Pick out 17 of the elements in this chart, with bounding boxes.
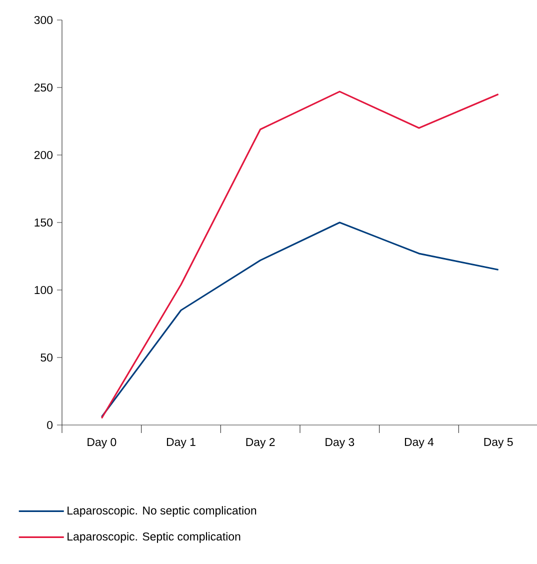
x-tick-label: Day 4 [404, 438, 434, 448]
x-tick-label: Day 5 [484, 438, 513, 448]
y-tick-label: 150 [34, 218, 53, 227]
x-tick-label: Day 1 [166, 438, 196, 448]
legend-label: Laparoscopic. Septic complication [68, 532, 240, 543]
y-tick-label: 300 [34, 16, 53, 24]
y-tick-label: 100 [34, 286, 53, 294]
line-series [100, 222, 500, 418]
y-tick-label: 200 [34, 150, 53, 160]
line-series [100, 90, 500, 420]
y-tick-label: 250 [34, 83, 53, 92]
legend-label: Laparoscopic. No septic complication [68, 506, 256, 517]
x-tick-label: Day 3 [326, 438, 354, 448]
y-tick-label: 50 [40, 353, 53, 362]
y-tick-label: 0 [47, 420, 53, 430]
x-tick-label: Day 0 [88, 438, 116, 448]
x-tick-label: Day 2 [246, 438, 275, 448]
